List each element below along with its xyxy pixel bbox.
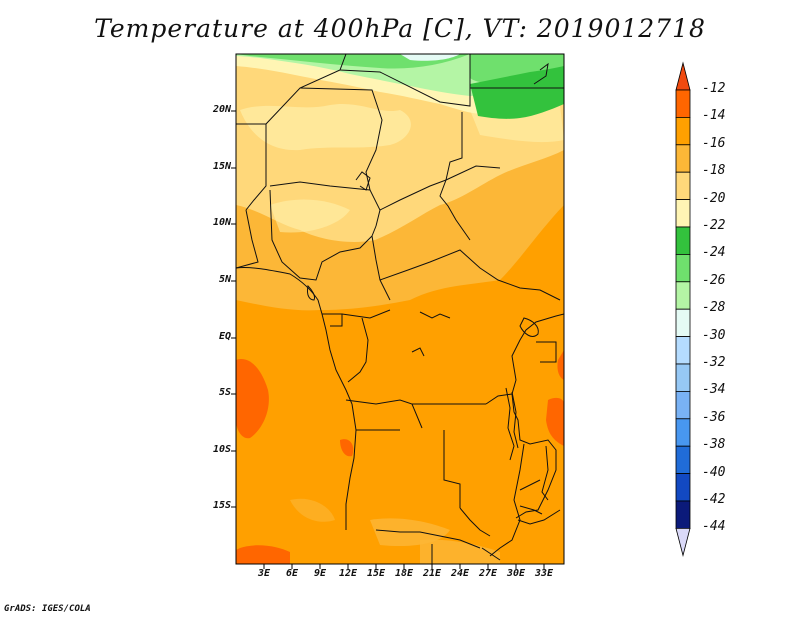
colorbar-label: -18: [702, 163, 726, 179]
colorbar-label: -42: [702, 492, 726, 507]
axis-ticks: [231, 110, 545, 569]
colorbar-box: [675, 308, 691, 338]
colorbar-label: -20: [702, 190, 726, 206]
lon-label-3e: 3E: [257, 568, 271, 579]
colorbar-box: [675, 199, 691, 228]
colorbar-label: -32: [702, 355, 726, 370]
lat-label-eq: EQ: [218, 331, 231, 342]
colorbar-box: [675, 336, 691, 365]
lat-label-10n: 10N: [212, 217, 231, 228]
lat-label-10s: 10S: [212, 444, 231, 455]
colorbar-box: [675, 144, 691, 173]
lon-label-6e: 6E: [285, 568, 299, 579]
lon-label-15e: 15E: [366, 568, 386, 579]
colorbar-box: [675, 445, 691, 475]
colorbar-label: -44: [702, 519, 726, 535]
colorbar-label: -30: [702, 327, 726, 343]
lat-label-5n: 5N: [218, 274, 231, 285]
lat-label-20n: 20N: [212, 104, 231, 115]
colorbar-label: -38: [702, 437, 726, 453]
lat-label-15n: 15N: [212, 161, 231, 172]
country-borders: [236, 54, 564, 564]
colorbar-box: [675, 281, 691, 310]
colorbar-bottom-triangle: [675, 528, 691, 557]
colorbar-box: [675, 171, 691, 200]
lon-label-30e: 30E: [506, 568, 526, 579]
map-title: Temperature at 400hPa [C], VT: 201901271…: [94, 14, 706, 43]
colorbar-label: -22: [702, 218, 726, 233]
colorbar-label: -24: [702, 245, 726, 261]
map-frame: [235, 53, 565, 565]
credit-text: GrADS: IGES/COLA: [4, 604, 91, 614]
lon-label-9e: 9E: [313, 568, 327, 579]
colorbar-label: -36: [702, 409, 726, 425]
colorbar-label: -40: [702, 464, 726, 480]
colorbar-label: -12: [702, 81, 726, 96]
lat-label-15s: 15S: [212, 500, 231, 511]
lon-label-18e: 18E: [394, 568, 414, 579]
colorbar-box: [675, 418, 691, 447]
colorbar-label: -26: [702, 272, 726, 288]
colorbar-label: -16: [702, 135, 726, 151]
colorbar-box: [675, 226, 691, 255]
colorbar-box: [675, 253, 691, 283]
lon-label-12e: 12E: [338, 568, 358, 579]
colorbar-box: [675, 363, 691, 392]
lon-label-33e: 33E: [534, 568, 554, 579]
lon-label-27e: 27E: [478, 568, 498, 579]
colorbar-label: -28: [702, 300, 726, 316]
lat-label-5s: 5S: [218, 387, 231, 398]
colorbar-box: [675, 473, 691, 502]
colorbar-box: [675, 500, 691, 529]
lon-label-21e: 21E: [422, 568, 442, 579]
lon-label-24e: 24E: [450, 568, 470, 579]
colorbar-label: -14: [702, 108, 726, 124]
colorbar-box: [675, 390, 691, 420]
colorbar-box: [675, 117, 691, 146]
colorbar-top-triangle: [675, 61, 691, 91]
colorbar-box: [675, 89, 691, 118]
colorbar-label: -34: [702, 382, 726, 398]
colorbar: [675, 61, 691, 557]
temperature-field: [236, 54, 564, 564]
